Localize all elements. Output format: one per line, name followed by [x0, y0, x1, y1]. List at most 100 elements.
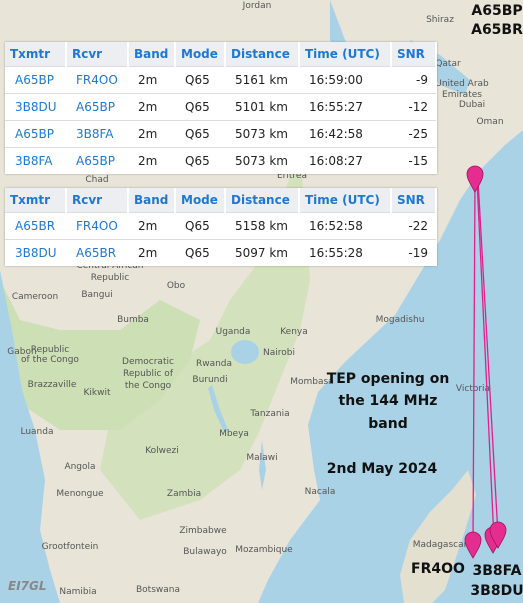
header-cell: Band: [128, 188, 176, 213]
cell: -12: [391, 93, 436, 121]
place-label: Mombasa: [290, 377, 333, 387]
row: 3B8DU A65BP 2m Q65 5101 km 16:55:27 -12: [5, 93, 436, 121]
header-cell: Txmtr: [5, 188, 67, 213]
place-label: Brazzaville: [28, 380, 77, 390]
row: A65BP 3B8FA 2m Q65 5073 km 16:42:58 -25: [5, 120, 436, 148]
place-label: Central African: [76, 261, 143, 271]
header-cell: Distance: [225, 42, 300, 67]
place-label: Republic: [91, 273, 130, 283]
marker-label: A65BP: [471, 3, 522, 19]
cell: 5073 km: [225, 147, 299, 174]
place-label: United Arab: [435, 79, 489, 89]
header-cell: SNR: [391, 188, 437, 213]
cell: Q65: [175, 93, 225, 121]
header-cell: Mode: [175, 188, 226, 213]
cell: -25: [391, 120, 436, 148]
cell: Q65: [175, 212, 225, 240]
date: 2nd May 2024: [327, 461, 438, 477]
place-label: Jordan: [242, 1, 272, 11]
header-cell: Rcvr: [66, 188, 129, 213]
cell: 5161 km: [225, 66, 299, 94]
place-label: Eritrea: [277, 171, 307, 181]
cell: 16:55:28: [299, 239, 391, 266]
cell: 2m: [128, 239, 175, 266]
header-cell: Distance: [225, 188, 300, 213]
place-label: Republic: [31, 345, 70, 355]
cell: 16:55:27: [299, 93, 391, 121]
cell: -9: [391, 66, 436, 94]
place-label: Madagascar: [413, 540, 468, 550]
place-label: Grootfontein: [42, 542, 99, 552]
place-label: Botswana: [136, 585, 180, 595]
cell: 2m: [128, 66, 175, 94]
cell: 16:08:27: [299, 147, 391, 174]
place-label: Victoria: [456, 384, 490, 394]
cell: Q65: [175, 147, 225, 174]
lake: [231, 340, 259, 364]
header-row: Txmtr Rcvr Band Mode Distance Time (UTC) SNR: [5, 42, 437, 67]
atlantic: [0, 270, 60, 603]
marker-label: A65BR: [471, 22, 523, 38]
vegetation: [100, 150, 310, 520]
cell: 3B8DU: [5, 239, 66, 266]
cell: A65BP: [66, 147, 128, 174]
cell: 3B8FA: [66, 120, 128, 148]
annotation: TEP opening on: [327, 371, 450, 387]
header-cell: SNR: [391, 42, 437, 67]
place-label: Qatar: [435, 59, 461, 69]
place-label: Emirates: [442, 90, 482, 100]
marker-label: 3B8FA: [473, 563, 522, 579]
cell: -19: [391, 239, 436, 266]
annotation: the 144 MHz: [339, 393, 438, 409]
pin: [466, 165, 484, 193]
header-cell: Time (UTC): [299, 188, 392, 213]
cell: 3B8DU: [5, 93, 66, 121]
place-label: Malawi: [246, 453, 277, 463]
cell: FR4OO: [66, 212, 128, 240]
credit: EI7GL: [8, 579, 47, 593]
header-cell: Band: [128, 42, 176, 67]
place-label: Uganda: [216, 327, 251, 337]
place-label: Rwanda: [196, 359, 232, 369]
place-label: Tanzania: [249, 409, 289, 419]
row: A65BR FR4OO 2m Q65 5158 km 16:52:58 -22: [5, 212, 436, 240]
place-label: Bangui: [81, 290, 112, 300]
place-label: Kenya: [280, 327, 308, 337]
row: 3B8FA A65BP 2m Q65 5073 km 16:08:27 -15: [5, 147, 436, 174]
place-label: of the Congo: [21, 355, 79, 365]
path-line: [476, 179, 495, 541]
path-line: [477, 179, 499, 536]
place-label: Namibia: [59, 587, 96, 597]
cell: 5101 km: [225, 93, 299, 121]
place-label: Democratic: [122, 357, 174, 367]
place-label: Nairobi: [263, 348, 295, 358]
place-label: Shiraz: [426, 15, 454, 25]
place-label: Mozambique: [235, 545, 293, 555]
table: Txmtr Rcvr Band Mode Distance Time (UTC) SNR A6…: [5, 42, 437, 174]
place-label: Obo: [167, 281, 186, 291]
place-label: Zambia: [167, 489, 201, 499]
place-label: Burundi: [192, 375, 227, 385]
pins: [464, 165, 507, 559]
madagascar: [400, 470, 476, 603]
header-cell: Mode: [175, 42, 226, 67]
place-label: Gabon: [7, 347, 36, 357]
header-cell: Txmtr: [5, 42, 67, 67]
cell: 3B8FA: [5, 147, 66, 174]
place-label: Dubai: [459, 100, 485, 110]
place-label: Kikwit: [83, 388, 110, 398]
cell: FR4OO: [66, 66, 128, 94]
row: A65BP FR4OO 2m Q65 5161 km 16:59:00 -9: [5, 66, 436, 94]
marker-label: 3B8DU: [470, 583, 523, 599]
place-label: Bumba: [117, 315, 149, 325]
lake: [208, 385, 228, 432]
paths: [472, 179, 499, 546]
cell: A65BR: [66, 239, 128, 266]
cell: -22: [391, 212, 436, 240]
marker-label: FR4OO: [411, 561, 465, 577]
place-label: Republic of: [123, 369, 174, 379]
cell: 5158 km: [225, 212, 299, 240]
cell: 2m: [128, 147, 175, 174]
cell: A65BP: [5, 66, 66, 94]
row: 3B8DU A65BR 2m Q65 5097 km 16:55:28 -19: [5, 239, 436, 266]
